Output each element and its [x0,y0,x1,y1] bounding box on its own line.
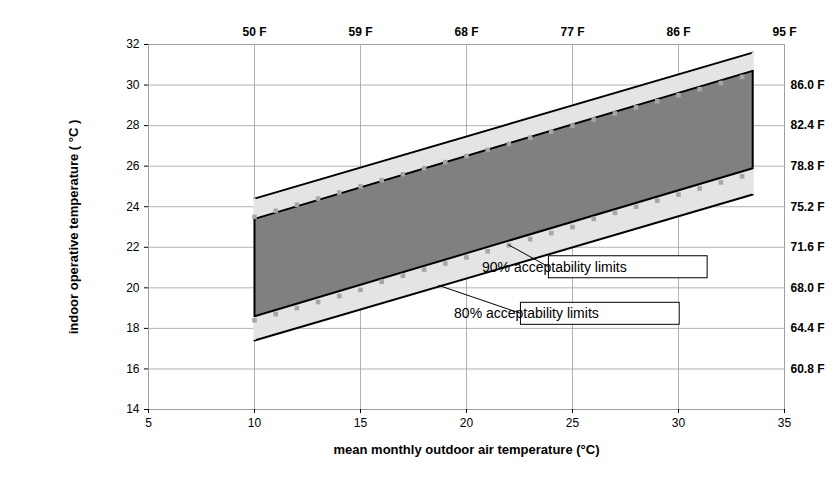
svg-text:20: 20 [126,281,140,295]
svg-text:25: 25 [566,416,580,430]
svg-text:50 F: 50 F [242,25,266,39]
svg-text:68 F: 68 F [454,25,478,39]
svg-text:35: 35 [778,416,792,430]
svg-text:82.4 F: 82.4 F [791,118,825,132]
svg-text:75.2 F: 75.2 F [791,200,825,214]
svg-text:10: 10 [248,416,262,430]
svg-text:5: 5 [145,416,152,430]
svg-text:30: 30 [126,78,140,92]
svg-text:90% acceptability limits: 90% acceptability limits [482,259,627,275]
svg-text:71.6 F: 71.6 F [791,240,825,254]
svg-text:indoor operative temperature (: indoor operative temperature ( °C ) [66,120,81,335]
svg-text:15: 15 [354,416,368,430]
svg-text:68.0 F: 68.0 F [791,281,825,295]
svg-text:22: 22 [126,240,140,254]
svg-text:14: 14 [126,402,140,416]
svg-text:78.8 F: 78.8 F [791,159,825,173]
svg-text:77 F: 77 F [560,25,584,39]
svg-text:32: 32 [126,37,140,51]
svg-text:60.8 F: 60.8 F [791,362,825,376]
svg-text:80% acceptability limits: 80% acceptability limits [454,305,599,321]
svg-text:mean monthly outdoor air tempe: mean monthly outdoor air temperature (°C… [334,442,600,457]
svg-text:59 F: 59 F [348,25,372,39]
svg-text:86.0 F: 86.0 F [791,78,825,92]
svg-text:26: 26 [126,159,140,173]
svg-text:24: 24 [126,200,140,214]
svg-text:64.4 F: 64.4 F [791,321,825,335]
svg-text:30: 30 [672,416,686,430]
svg-text:18: 18 [126,321,140,335]
svg-text:16: 16 [126,362,140,376]
svg-text:86 F: 86 F [666,25,690,39]
svg-text:20: 20 [460,416,474,430]
svg-text:28: 28 [126,118,140,132]
svg-text:95 F: 95 F [772,25,796,39]
